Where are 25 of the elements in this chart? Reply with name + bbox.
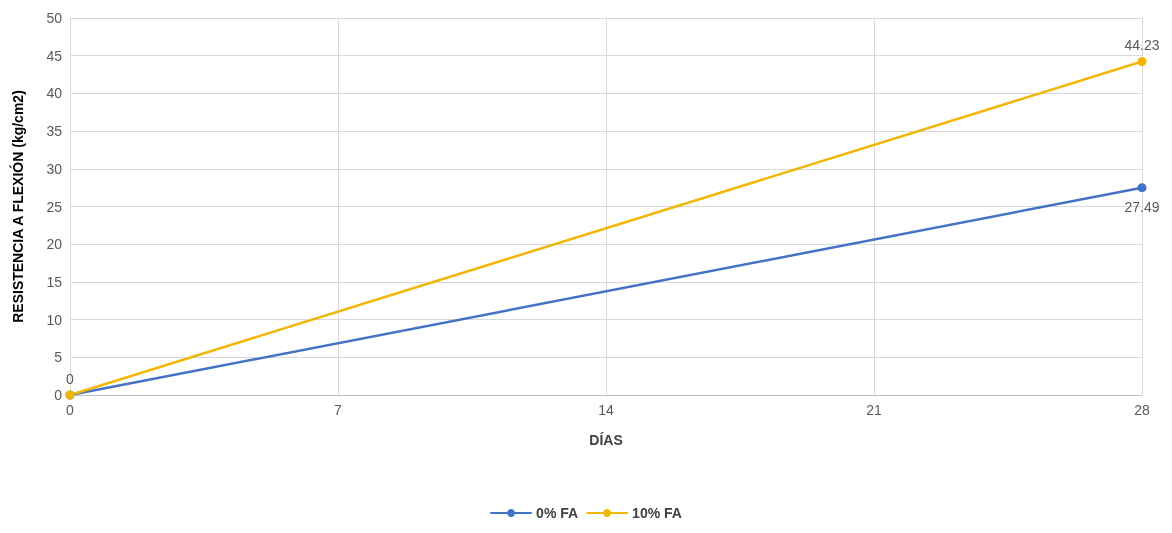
x-tick-label: 21 — [866, 402, 882, 418]
point — [1137, 183, 1147, 193]
x-tick-label: 0 — [66, 402, 75, 418]
x-tick-label: 7 — [334, 402, 343, 418]
y-tick-label: 50 — [46, 10, 63, 26]
data-label: 0 — [66, 370, 75, 387]
y-tick-label: 20 — [46, 236, 63, 253]
y-tick-label: 5 — [54, 349, 63, 366]
y-tick-label: 25 — [46, 198, 63, 215]
point — [1137, 57, 1147, 66]
y-tick-label: 35 — [46, 123, 63, 140]
y-tick-label: 10 — [46, 311, 63, 328]
y-axis-title: RESISTENCIA A FLEXIÓN (kg/cm2) — [9, 90, 26, 323]
data-label: 27.49 — [1124, 199, 1160, 216]
y-tick-label: 45 — [46, 47, 63, 64]
data-label: 44.23 — [1124, 37, 1160, 54]
x-tick-label: 14 — [598, 402, 614, 418]
legend-label: 10% FA — [632, 505, 682, 521]
legend-label: 0% FA — [536, 505, 579, 521]
y-tick-label: 0 — [54, 387, 63, 403]
x-axis-title: DÍAS — [589, 432, 623, 448]
x-tick-label: 28 — [1134, 402, 1150, 418]
y-tick-label: 15 — [46, 273, 63, 290]
y-tick-label: 40 — [46, 85, 63, 102]
y-tick-label: 30 — [46, 160, 63, 177]
